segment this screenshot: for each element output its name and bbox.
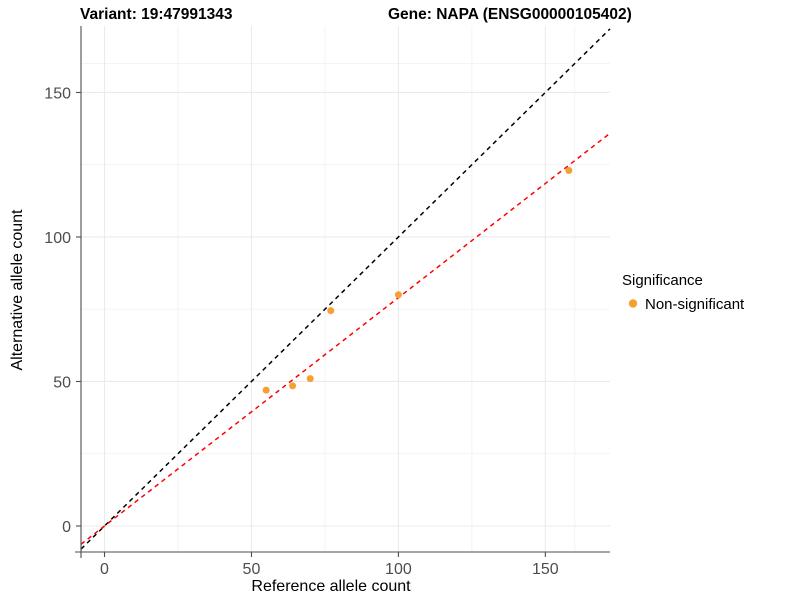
x-tick-label: 150: [532, 561, 559, 578]
minor-gridlines: [81, 26, 610, 552]
data-point[interactable]: [565, 167, 573, 175]
y-tick-label: 100: [44, 230, 71, 247]
plot-title-group: Variant: 19:47991343 Gene: NAPA (ENSG000…: [80, 6, 632, 23]
gene-title: Gene: NAPA (ENSG00000105402): [388, 6, 632, 23]
legend: Significance Non-significant: [622, 272, 745, 313]
y-tick-label: 0: [62, 519, 71, 536]
identity-line: [80, 28, 611, 550]
x-tick-label: 100: [385, 561, 412, 578]
axes: [75, 26, 610, 558]
data-point[interactable]: [262, 386, 270, 394]
data-point[interactable]: [394, 291, 402, 299]
fit-line: [80, 132, 611, 545]
legend-swatch-non-significant[interactable]: [628, 299, 638, 308]
y-tick-label: 50: [53, 374, 71, 391]
data-points: [262, 167, 573, 394]
legend-label-non-significant[interactable]: Non-significant: [645, 296, 745, 313]
x-tick-label: 0: [100, 561, 109, 578]
data-point[interactable]: [289, 382, 297, 390]
reference-lines: [80, 28, 611, 550]
y-axis-label: Alternative allele count: [9, 209, 26, 371]
variant-title: Variant: 19:47991343: [80, 6, 233, 23]
data-point[interactable]: [327, 307, 335, 315]
y-tick-label: 150: [44, 85, 71, 102]
x-tick-label: 50: [243, 561, 261, 578]
data-point[interactable]: [306, 375, 314, 383]
major-gridlines: [81, 26, 610, 552]
x-axis-label: Reference allele count: [251, 578, 411, 595]
legend-title: Significance: [622, 272, 703, 289]
axis-ticks: 0 50 100 150 0 50 100 150: [44, 85, 558, 578]
